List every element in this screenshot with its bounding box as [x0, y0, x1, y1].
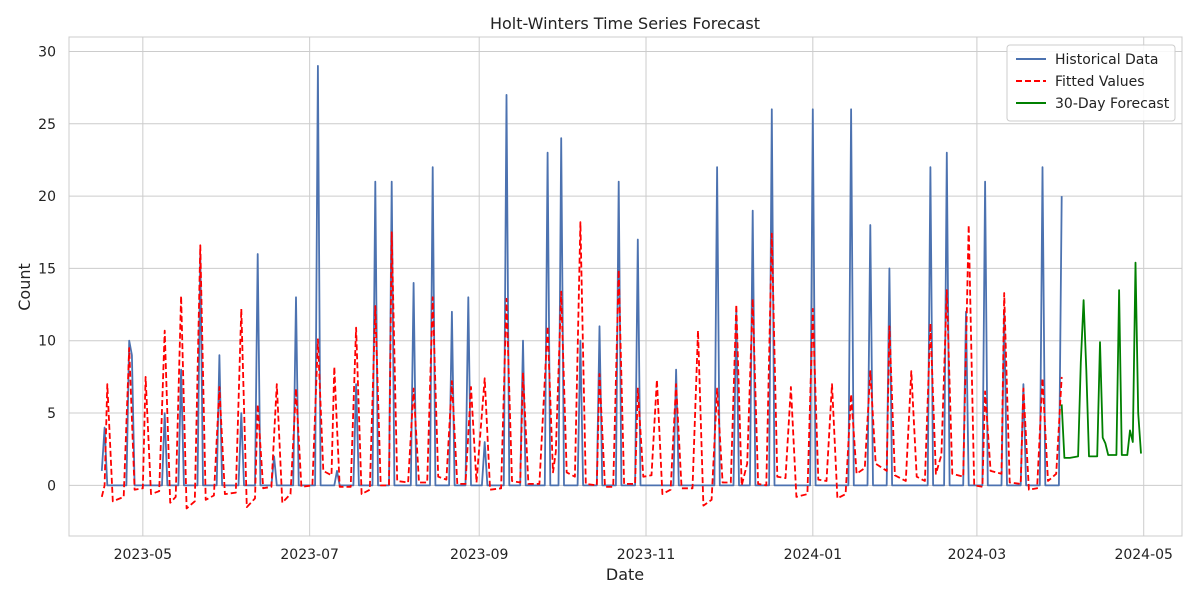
- y-tick-label: 20: [38, 189, 56, 205]
- x-tick-label: 2023-11: [617, 547, 676, 563]
- legend-label: 30-Day Forecast: [1055, 96, 1170, 112]
- y-axis-title: Count: [15, 263, 34, 311]
- legend-box: [1006, 44, 1176, 122]
- y-tick-labels: 0 5 10 15 20 25 30: [38, 44, 56, 494]
- x-tick-label: 2024-03: [948, 547, 1007, 563]
- y-tick-label: 25: [38, 117, 56, 133]
- x-axis-title: Date: [606, 565, 644, 584]
- x-tick-label: 2023-05: [114, 547, 173, 563]
- x-tick-label: 2024-01: [784, 547, 843, 563]
- legend-label: Historical Data: [1055, 52, 1158, 68]
- x-tick-label: 2024-05: [1114, 547, 1173, 563]
- y-tick-label: 5: [47, 406, 56, 422]
- x-tick-label: 2023-09: [450, 547, 509, 563]
- plot-frame: [68, 36, 1183, 537]
- series-line-fitted-values: [100, 221, 1063, 510]
- legend-label: Fitted Values: [1055, 74, 1145, 90]
- y-tick-label: 15: [38, 261, 56, 277]
- series-line-30-day-forecast: [1060, 261, 1142, 459]
- chart-title: Holt-Winters Time Series Forecast: [490, 14, 760, 33]
- series-layer: [100, 65, 1142, 510]
- y-tick-label: 0: [47, 478, 56, 494]
- series-line-historical-data: [100, 65, 1063, 487]
- y-tick-label: 30: [38, 44, 56, 60]
- y-tick-label: 10: [38, 334, 56, 350]
- legend: Historical Data Fitted Values 30-Day Forec…: [1006, 44, 1176, 122]
- x-tick-labels: 2023-05 2023-07 2023-09 2023-11 2024-01 2024-…: [114, 547, 1173, 563]
- x-tick-label: 2023-07: [280, 547, 339, 563]
